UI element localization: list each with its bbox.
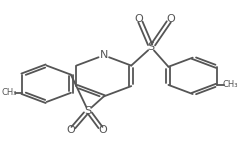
Text: O: O [166, 14, 175, 24]
Text: S: S [148, 42, 155, 52]
Text: O: O [98, 125, 107, 135]
Text: O: O [67, 125, 75, 135]
Text: CH₃: CH₃ [2, 88, 17, 97]
Text: N: N [100, 50, 108, 60]
Text: O: O [135, 14, 144, 24]
Text: CH₃: CH₃ [222, 80, 238, 89]
Text: S: S [85, 106, 92, 116]
